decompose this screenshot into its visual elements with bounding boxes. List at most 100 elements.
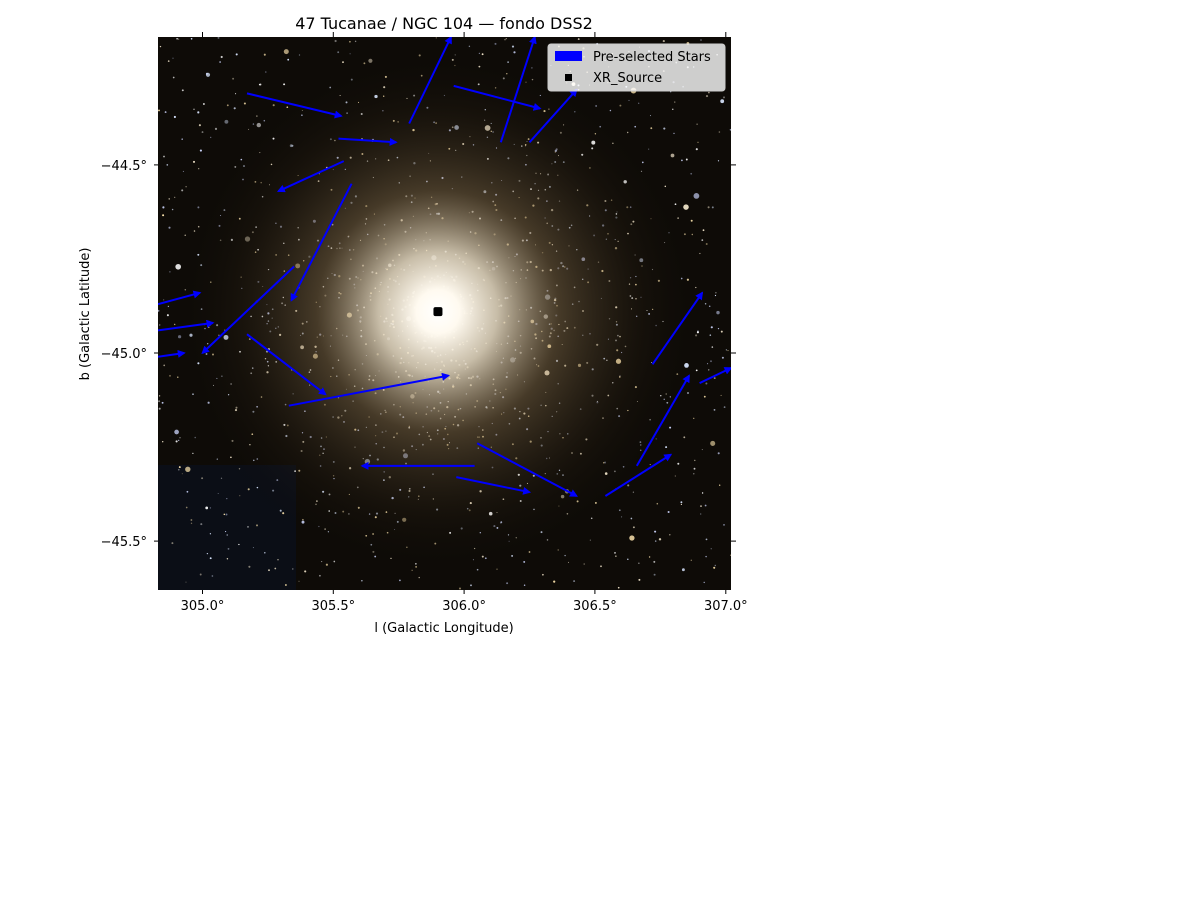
background-star	[705, 538, 708, 541]
background-star	[298, 580, 300, 582]
background-star	[181, 473, 183, 475]
background-star	[287, 58, 290, 61]
background-star	[505, 37, 507, 40]
background-star	[708, 369, 710, 371]
pre-selected-star-vector-13	[158, 319, 215, 332]
background-star	[723, 524, 725, 526]
background-star	[224, 119, 229, 124]
background-star	[711, 346, 714, 348]
background-star	[171, 542, 174, 545]
background-star	[680, 501, 683, 504]
background-star	[185, 466, 191, 472]
legend-label-pre-selected-stars: Pre-selected Stars	[593, 50, 711, 65]
background-star	[662, 40, 665, 43]
legend-box	[547, 43, 726, 92]
background-star	[629, 535, 635, 541]
background-star	[177, 468, 180, 471]
y-axis-label: b (Galactic Latitude)	[78, 248, 93, 381]
pre-selected-star-vector-10	[246, 333, 327, 396]
background-star	[158, 324, 161, 326]
background-star	[181, 89, 184, 92]
background-star	[577, 38, 580, 41]
legend-label-xr-source: XR_Source	[593, 71, 662, 86]
background-star	[658, 538, 662, 541]
background-star	[672, 108, 674, 110]
background-star	[199, 573, 202, 576]
background-star	[725, 349, 728, 351]
background-star	[283, 83, 286, 86]
background-star	[683, 436, 686, 439]
background-star	[589, 539, 591, 541]
background-star	[714, 294, 717, 297]
background-star	[677, 462, 680, 465]
chart-title: 47 Tucanae / NGC 104 — fondo DSS2	[295, 14, 593, 33]
background-star	[185, 506, 188, 509]
y-axis: −44.5° −45.0° −45.5°	[101, 159, 736, 550]
background-star	[701, 449, 703, 451]
background-star	[268, 569, 270, 572]
background-star	[158, 407, 161, 410]
pre-selected-star-vector-14	[158, 349, 186, 358]
background-star	[695, 148, 698, 151]
background-star	[670, 153, 675, 158]
background-star	[169, 271, 171, 273]
background-star	[334, 39, 337, 43]
background-star	[721, 356, 724, 359]
background-star	[494, 42, 497, 45]
background-star	[700, 39, 702, 41]
background-star	[325, 563, 328, 566]
x-tick-label: 305.5°	[311, 599, 355, 614]
background-star	[193, 108, 195, 110]
background-star	[506, 582, 509, 585]
background-star	[186, 490, 189, 493]
background-star	[718, 131, 721, 133]
background-star	[653, 573, 656, 576]
background-star	[172, 76, 175, 79]
background-star	[700, 505, 702, 507]
background-star	[175, 440, 178, 443]
background-star	[435, 37, 437, 39]
background-star	[258, 83, 261, 86]
background-star	[158, 395, 161, 397]
background-star	[693, 467, 696, 470]
background-star	[185, 186, 187, 188]
background-star	[263, 53, 266, 56]
pre-selected-star-vector-18	[604, 453, 673, 497]
background-star	[673, 132, 675, 135]
background-star	[197, 111, 200, 114]
pre-selected-star-vector-7	[499, 37, 537, 143]
background-star	[680, 503, 683, 506]
background-star	[627, 558, 629, 561]
background-star	[163, 299, 165, 301]
background-star	[176, 37, 178, 40]
background-star	[511, 45, 515, 48]
background-star	[710, 440, 716, 446]
background-star	[226, 558, 229, 560]
background-star	[399, 579, 401, 582]
background-star	[158, 400, 161, 403]
background-star	[710, 326, 713, 329]
background-star	[719, 484, 721, 486]
background-star	[206, 552, 209, 555]
background-star	[349, 40, 351, 43]
background-star	[210, 136, 212, 139]
background-star	[225, 513, 228, 516]
pre-selected-star-vector-2	[338, 137, 398, 146]
background-star	[714, 564, 717, 567]
background-star	[720, 330, 723, 333]
background-star	[239, 495, 241, 497]
background-star	[674, 101, 676, 103]
pre-selected-star-vector-16	[456, 476, 532, 495]
background-star	[162, 441, 164, 443]
background-star	[713, 408, 716, 411]
background-star	[219, 61, 221, 63]
background-star	[696, 123, 698, 125]
pre-selected-star-vector-12	[158, 290, 202, 306]
background-star	[220, 55, 223, 59]
background-star	[717, 327, 720, 330]
background-star	[217, 492, 219, 495]
pre-selected-star-vector-21	[699, 367, 731, 385]
background-star	[690, 559, 692, 561]
background-star	[158, 309, 160, 312]
background-star	[227, 548, 230, 550]
